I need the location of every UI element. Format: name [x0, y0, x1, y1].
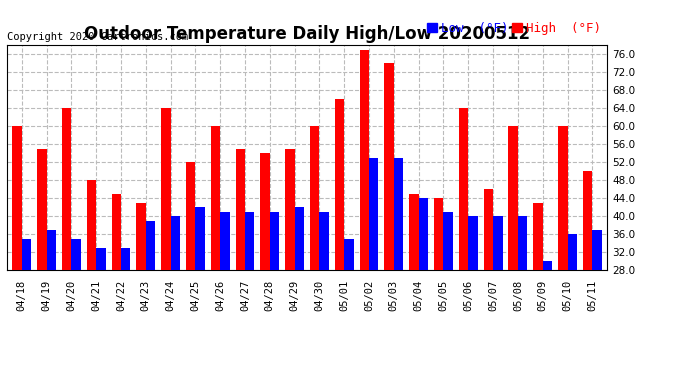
Bar	[96, 248, 106, 270]
Title: Outdoor Temperature Daily High/Low 20200512: Outdoor Temperature Daily High/Low 20200…	[84, 26, 530, 44]
Bar	[509, 126, 518, 270]
Bar	[558, 126, 567, 270]
Bar	[285, 148, 295, 270]
Bar	[409, 194, 419, 270]
Bar	[211, 126, 220, 270]
Bar	[344, 238, 354, 270]
Bar	[161, 108, 170, 270]
Bar	[335, 99, 344, 270]
Bar	[245, 211, 255, 270]
Bar	[71, 238, 81, 270]
Bar	[270, 211, 279, 270]
Bar	[137, 202, 146, 270]
Legend: Low  (°F), High  (°F): Low (°F), High (°F)	[427, 22, 601, 35]
Bar	[220, 211, 230, 270]
Bar	[359, 50, 369, 270]
Bar	[518, 216, 527, 270]
Bar	[12, 126, 22, 270]
Bar	[469, 216, 477, 270]
Bar	[22, 238, 31, 270]
Bar	[384, 63, 394, 270]
Bar	[484, 189, 493, 270]
Bar	[319, 211, 329, 270]
Text: Copyright 2020 Cartronics.com: Copyright 2020 Cartronics.com	[7, 32, 188, 42]
Bar	[295, 207, 304, 270]
Bar	[37, 148, 47, 270]
Bar	[112, 194, 121, 270]
Bar	[419, 198, 428, 270]
Bar	[235, 148, 245, 270]
Bar	[310, 126, 319, 270]
Bar	[444, 211, 453, 270]
Bar	[543, 261, 552, 270]
Bar	[369, 158, 379, 270]
Bar	[592, 230, 602, 270]
Bar	[583, 171, 592, 270]
Bar	[87, 180, 96, 270]
Bar	[260, 153, 270, 270]
Bar	[170, 216, 180, 270]
Bar	[567, 234, 577, 270]
Bar	[459, 108, 469, 270]
Bar	[195, 207, 205, 270]
Bar	[47, 230, 56, 270]
Bar	[62, 108, 71, 270]
Bar	[493, 216, 502, 270]
Bar	[394, 158, 403, 270]
Bar	[121, 248, 130, 270]
Bar	[434, 198, 444, 270]
Bar	[186, 162, 195, 270]
Bar	[146, 220, 155, 270]
Bar	[533, 202, 543, 270]
